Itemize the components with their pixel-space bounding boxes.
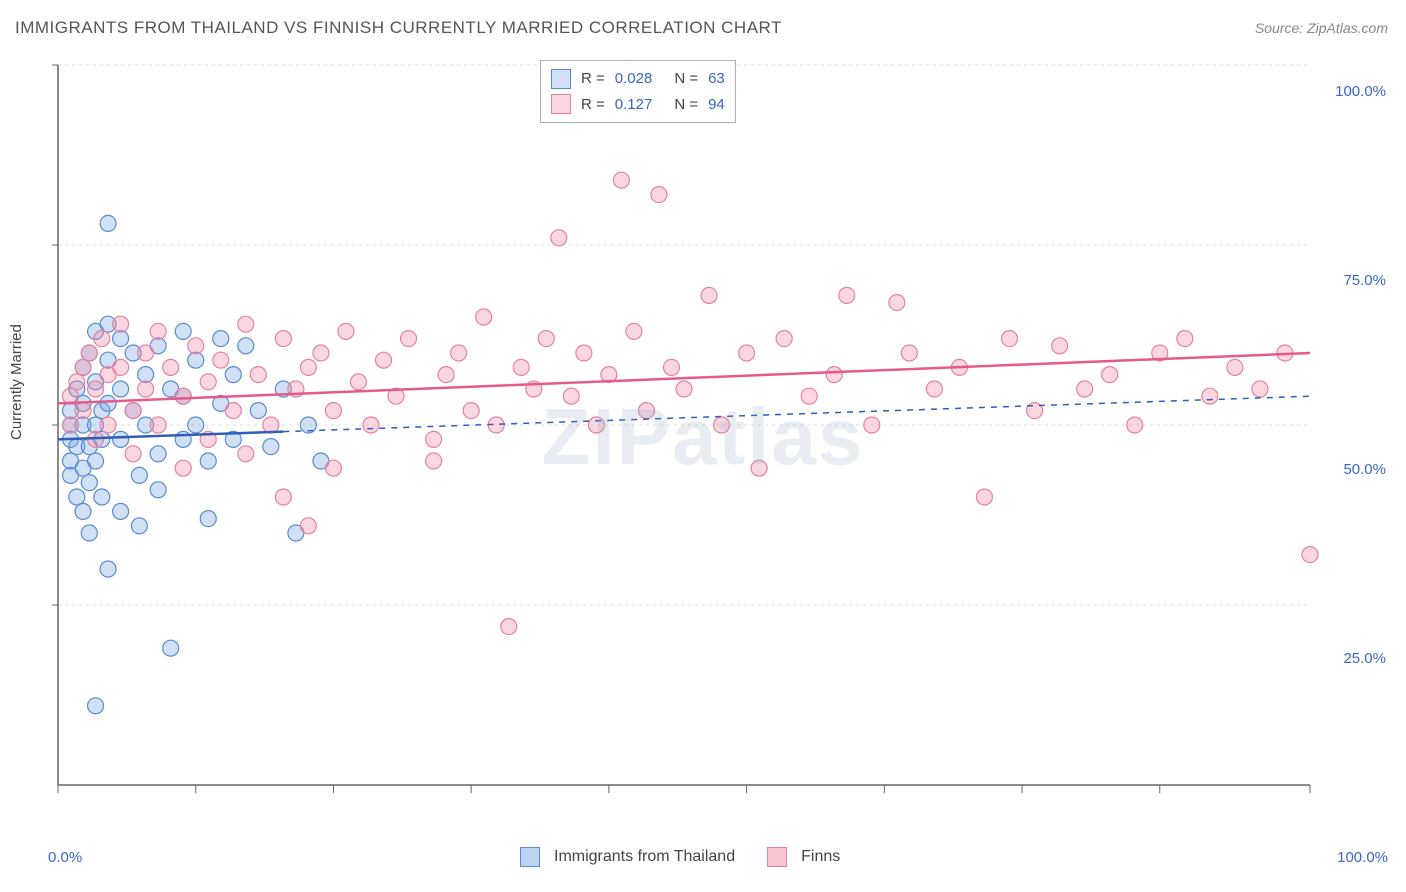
legend-stats: R = 0.028 N = 63 R = 0.127 N = 94 (540, 60, 736, 123)
scatter-svg (50, 55, 1390, 825)
y-tick-100: 100.0% (1335, 83, 1386, 100)
y-tick-75: 75.0% (1343, 272, 1386, 289)
x-tick-100: 100.0% (1337, 849, 1388, 866)
legend-stats-row-2: R = 0.127 N = 94 (551, 92, 725, 118)
r-label: R = (581, 92, 605, 118)
n-value-2: 94 (708, 92, 725, 118)
source-label: Source: ZipAtlas.com (1255, 20, 1388, 36)
n-label: N = (674, 92, 698, 118)
chart-title: IMMIGRANTS FROM THAILAND VS FINNISH CURR… (15, 18, 782, 38)
swatch-thailand-icon (551, 69, 571, 89)
legend-label-thailand: Immigrants from Thailand (554, 848, 735, 866)
legend-series: Immigrants from Thailand Finns (520, 847, 840, 867)
plot-area (50, 55, 1390, 825)
swatch-finns-icon (551, 94, 571, 114)
y-tick-50: 50.0% (1343, 461, 1386, 478)
y-tick-25: 25.0% (1343, 650, 1386, 667)
r-label: R = (581, 66, 605, 92)
n-label: N = (674, 66, 698, 92)
r-value-1: 0.028 (615, 66, 653, 92)
legend-stats-row-1: R = 0.028 N = 63 (551, 66, 725, 92)
n-value-1: 63 (708, 66, 725, 92)
r-value-2: 0.127 (615, 92, 653, 118)
swatch-thailand-icon (520, 847, 540, 867)
legend-label-finns: Finns (801, 848, 840, 866)
y-axis-label: Currently Married (8, 324, 25, 440)
swatch-finns-icon (767, 847, 787, 867)
chart-container: IMMIGRANTS FROM THAILAND VS FINNISH CURR… (0, 0, 1406, 892)
x-tick-0: 0.0% (48, 849, 82, 866)
